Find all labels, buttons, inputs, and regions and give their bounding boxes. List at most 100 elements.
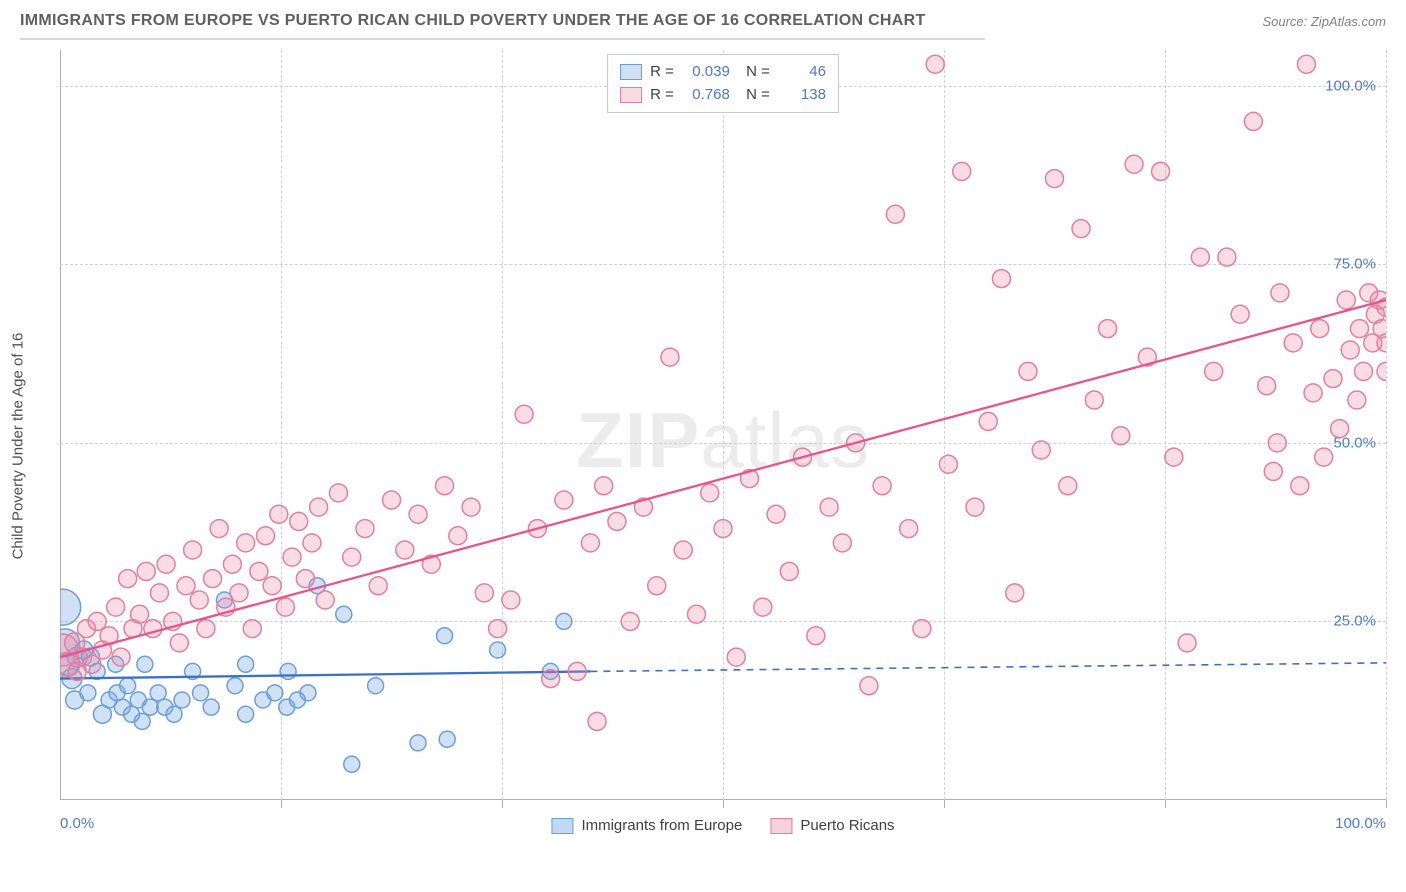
scatter-point [568, 662, 586, 680]
scatter-point [193, 685, 209, 701]
legend-r-value-europe: 0.039 [682, 61, 730, 84]
scatter-point [701, 484, 719, 502]
scatter-point [368, 678, 384, 694]
legend-r-label: R = [650, 61, 674, 84]
scatter-point [276, 598, 294, 616]
scatter-point [595, 477, 613, 495]
scatter-plot-svg [60, 50, 1386, 840]
scatter-point [243, 620, 261, 638]
scatter-point [913, 620, 931, 638]
scatter-point [462, 498, 480, 516]
scatter-point [1165, 448, 1183, 466]
gridline-vertical [1386, 50, 1387, 800]
legend-n-label: N = [738, 84, 770, 107]
scatter-point [410, 735, 426, 751]
scatter-point [227, 678, 243, 694]
chart-title: IMMIGRANTS FROM EUROPE VS PUERTO RICAN C… [20, 12, 926, 30]
scatter-point [250, 562, 268, 580]
scatter-point [137, 562, 155, 580]
scatter-point [238, 656, 254, 672]
scatter-point [270, 505, 288, 523]
scatter-point [88, 612, 106, 630]
scatter-point [166, 706, 182, 722]
legend-item-europe: Immigrants from Europe [551, 817, 742, 834]
correlation-legend: R = 0.039 N = 46 R = 0.768 N = 138 [607, 54, 839, 113]
scatter-point [1085, 391, 1103, 409]
scatter-point [1205, 362, 1223, 380]
scatter-point [1258, 377, 1276, 395]
scatter-point [1244, 112, 1262, 130]
scatter-point [1341, 341, 1359, 359]
scatter-point [150, 584, 168, 602]
scatter-point [369, 577, 387, 595]
scatter-point [926, 55, 944, 73]
scatter-point [409, 505, 427, 523]
scatter-point [1284, 334, 1302, 352]
scatter-point [1291, 477, 1309, 495]
scatter-point [1218, 248, 1236, 266]
chart-plot-area: ZIPatlas 0.0%100.0%25.0%50.0%75.0%100.0%… [60, 50, 1386, 840]
legend-n-label: N = [738, 61, 770, 84]
scatter-point [1354, 362, 1372, 380]
scatter-point [184, 541, 202, 559]
scatter-point [1178, 634, 1196, 652]
scatter-point [515, 405, 533, 423]
scatter-point [1019, 362, 1037, 380]
scatter-point [1315, 448, 1333, 466]
scatter-point [900, 520, 918, 538]
scatter-point [238, 706, 254, 722]
x-tick-mark [1386, 800, 1387, 808]
scatter-point [833, 534, 851, 552]
scatter-point [174, 692, 190, 708]
trend-line [60, 300, 1386, 657]
scatter-point [807, 627, 825, 645]
scatter-point [336, 606, 352, 622]
scatter-point [210, 520, 228, 538]
scatter-point [343, 548, 361, 566]
scatter-point [280, 663, 296, 679]
scatter-point [489, 620, 507, 638]
title-underline [20, 38, 985, 40]
trend-line [60, 671, 590, 678]
scatter-point [966, 498, 984, 516]
scatter-point [780, 562, 798, 580]
scatter-point [296, 570, 314, 588]
scatter-point [1324, 370, 1342, 388]
scatter-point [581, 534, 599, 552]
scatter-point [80, 685, 96, 701]
scatter-point [283, 548, 301, 566]
scatter-point [979, 412, 997, 430]
scatter-point [939, 455, 957, 473]
legend-label-pr: Puerto Ricans [800, 817, 894, 834]
scatter-point [396, 541, 414, 559]
scatter-point [1112, 427, 1130, 445]
scatter-point [588, 712, 606, 730]
scatter-point [131, 605, 149, 623]
scatter-point [661, 348, 679, 366]
scatter-point [344, 756, 360, 772]
legend-item-pr: Puerto Ricans [770, 817, 894, 834]
legend-r-label: R = [650, 84, 674, 107]
scatter-point [556, 613, 572, 629]
scatter-point [107, 598, 125, 616]
scatter-point [303, 534, 321, 552]
scatter-point [1311, 320, 1329, 338]
scatter-point [992, 270, 1010, 288]
scatter-point [120, 678, 136, 694]
scatter-point [237, 534, 255, 552]
scatter-point [1099, 320, 1117, 338]
scatter-point [300, 685, 316, 701]
scatter-point [310, 498, 328, 516]
legend-n-value-pr: 138 [778, 84, 826, 107]
scatter-point [1231, 305, 1249, 323]
scatter-point [1032, 441, 1050, 459]
scatter-point [873, 477, 891, 495]
scatter-point [1331, 420, 1349, 438]
scatter-point [197, 620, 215, 638]
scatter-point [648, 577, 666, 595]
scatter-point [60, 589, 81, 625]
scatter-point [767, 505, 785, 523]
scatter-point [1125, 155, 1143, 173]
legend-row-europe: R = 0.039 N = 46 [620, 61, 826, 84]
scatter-point [177, 577, 195, 595]
